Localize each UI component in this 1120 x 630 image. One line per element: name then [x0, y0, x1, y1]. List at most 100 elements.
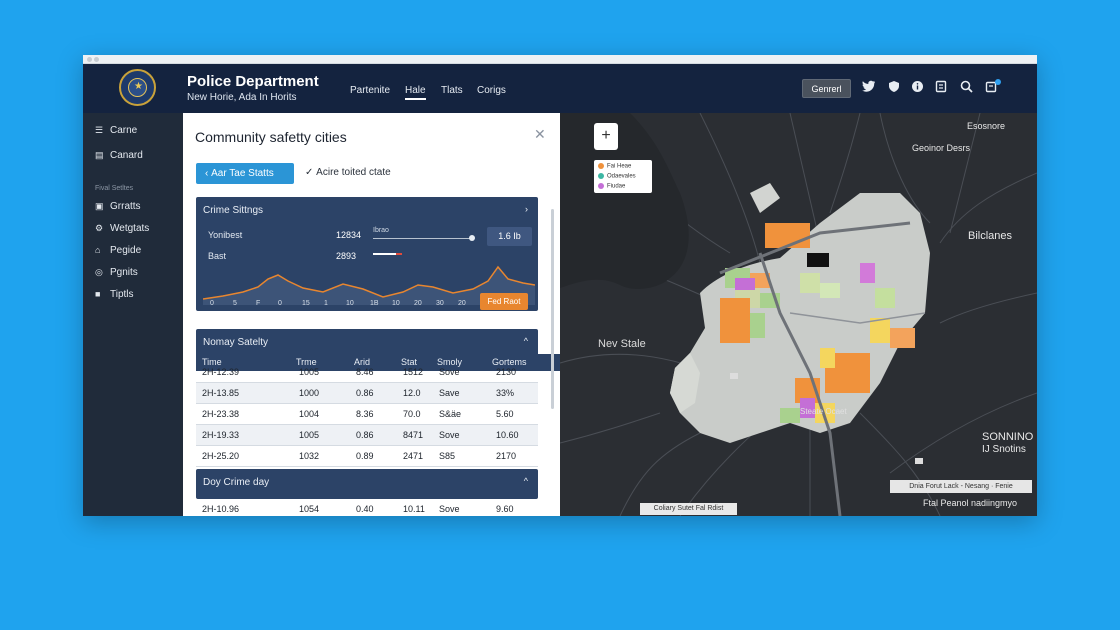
table-card-title: Nomay Satelty [203, 337, 269, 348]
map-label: Ftal Peanol nadiingmyo [923, 498, 1018, 508]
value-box[interactable]: 1.6 Ib [487, 227, 532, 246]
column-header: Trme [296, 357, 317, 367]
table-row[interactable]: 2H-25.20 1032 0.89 2471 S85 2170 [196, 446, 538, 467]
chevron-right-icon[interactable]: › [525, 204, 528, 214]
close-icon[interactable]: ✕ [534, 126, 546, 142]
metric-value: 2893 [336, 251, 357, 261]
sidebar-item-label: Wetgtats [110, 223, 150, 234]
crime-map[interactable]: + Fai Heae Odaevales Fiudae Esosnore Geo… [560, 113, 1037, 516]
page-subtitle: New Horie, Ada In Horits [187, 92, 297, 103]
table-cell: Sove [439, 504, 460, 514]
document-icon[interactable] [933, 80, 949, 96]
twitter-icon[interactable] [861, 80, 877, 96]
table-cell: 12.0 [403, 388, 421, 398]
police-badge-logo: ★ [119, 69, 156, 106]
table-row[interactable]: 2H-10.96 1054 0.40 10.11 Sove 9.60 [196, 501, 538, 516]
map-label: Geoinor Desrs [912, 143, 971, 153]
column-header: Stat [401, 357, 418, 367]
shield-icon[interactable] [886, 80, 902, 96]
sidebar-item-label: Pgnits [110, 267, 138, 278]
sidebar-item-carne[interactable]: ☰ Carne [95, 125, 137, 141]
active-filter-checkbox[interactable]: ✓ Acire toited ctate [305, 167, 391, 178]
table-cell: Save [439, 388, 460, 398]
table-cell: Sove [439, 367, 460, 377]
nav-item-corigs[interactable]: Corigs [477, 85, 506, 96]
window-dot [87, 57, 92, 62]
slider-handle[interactable] [469, 235, 475, 241]
table-cell: Sove [439, 430, 460, 440]
map-label: Esosnore [967, 121, 1006, 131]
map-label: Bilclanes [968, 230, 1013, 242]
column-header: Time [202, 357, 222, 367]
x-tick-label: 10 [346, 300, 354, 307]
chevron-up-icon[interactable]: ^ [523, 476, 528, 486]
table-cell: 8471 [403, 430, 424, 440]
table-cell: 1054 [299, 504, 320, 514]
legend-item: Fiudae [598, 183, 625, 191]
table-cell: 70.0 [403, 409, 421, 419]
top-header: ★ Police Department New Horie, Ada In Ho… [83, 64, 1037, 113]
legend-item: Fai Heae [598, 163, 631, 171]
panel-scrollbar[interactable] [551, 209, 554, 409]
x-tick-label: F [256, 300, 261, 307]
day-crime-card[interactable]: Doy Crime day ^ [196, 469, 538, 499]
nav-item-tlats[interactable]: Tlats [441, 85, 463, 96]
nav-item-partenite[interactable]: Partenite [350, 85, 391, 96]
x-tick-label: 20 [458, 300, 466, 307]
legend-swatch [598, 173, 604, 179]
sidebar-item-pegide[interactable]: ⌂ Pegide [95, 245, 141, 261]
nav-item-hale[interactable]: Hale [405, 85, 426, 100]
table-cell: 8.46 [356, 367, 374, 377]
map-caption: Dnia Forut Lack - Nesang · Fenie [890, 480, 1032, 493]
back-to-stats-button[interactable]: ‹ Aar Tae Statts [196, 163, 294, 184]
x-tick-label: 0 [278, 300, 282, 307]
legend-label: Fai Heae [607, 163, 632, 170]
table-cell: 2H-25.20 [202, 451, 240, 461]
x-tick-label: 1B [370, 300, 379, 307]
safety-table: Time Trme Arid Stat Smoly Gortems 2H-12:… [196, 345, 560, 467]
map-label: Nev Stale [598, 338, 646, 350]
table-row[interactable]: 2H-12:39 1005 8.46 1512 Sove 2130 [196, 362, 538, 383]
legend-label: Odaevales [607, 173, 636, 180]
back-button-label: Aar Tae Statts [211, 168, 274, 179]
sidebar-item-label: Canard [110, 150, 143, 161]
legend-swatch [598, 163, 604, 169]
map-legend: Fai Heae Odaevales Fiudae [594, 160, 652, 193]
map-caption: Coliary Sutet Fal Rdist [640, 503, 737, 515]
sidebar-item-label: Tiptls [110, 289, 134, 300]
badge-inner: ★ [128, 78, 147, 97]
table-cell: 9.60 [496, 504, 514, 514]
chevron-up-icon[interactable]: ^ [523, 336, 528, 346]
table-cell: 8.36 [356, 409, 374, 419]
sidebar-item-label: Grratts [110, 201, 141, 212]
sidebar-item-grratts[interactable]: ▣ Grratts [95, 201, 141, 217]
report-button[interactable]: Fed Raot [480, 293, 528, 310]
briefcase-icon: ■ [95, 289, 101, 299]
sidebar-item-wetgtats[interactable]: ⚙ Wetgtats [95, 223, 149, 239]
card-title: Crime Sittngs [203, 205, 264, 216]
table-cell: 10.11 [403, 504, 425, 514]
zoom-in-button[interactable]: + [594, 123, 618, 150]
x-tick-label: 1 [324, 300, 328, 307]
map-label: Steate Ocaet [800, 407, 847, 416]
notification-icon[interactable] [983, 80, 999, 96]
search-icon[interactable] [958, 80, 974, 96]
sidebar-item-canard[interactable]: ▤ Canard [95, 150, 143, 166]
table-cell: 2471 [403, 451, 424, 461]
slider-track[interactable] [373, 238, 473, 239]
sidebar-item-tiptls[interactable]: ■ Tiptls [95, 289, 134, 305]
table-row[interactable]: 2H-13.85 1000 0.86 12.0 Save 33% [196, 383, 538, 404]
table-cell: 1032 [299, 451, 320, 461]
table-cell: 0.86 [356, 388, 374, 398]
metric-label: Bast [208, 251, 227, 261]
slider-label: Ibrao [373, 227, 389, 234]
notification-badge [995, 79, 1001, 85]
table-row[interactable]: 2H-23.38 1004 8.36 70.0 S&äe 5.60 [196, 404, 538, 425]
community-safety-panel: Community safetty cities ✕ ‹ Aar Tae Sta… [183, 113, 560, 516]
table-row[interactable]: 2H-19.33 1005 0.86 8471 Sove 10.60 [196, 425, 538, 446]
general-button[interactable]: Genrerl [802, 79, 851, 98]
info-icon[interactable] [909, 80, 925, 96]
column-header: Gortems [492, 357, 527, 367]
table-header-row: Time Trme Arid Stat Smoly Gortems [196, 354, 560, 371]
sidebar-item-pgnits[interactable]: ◎ Pgnits [95, 267, 138, 283]
